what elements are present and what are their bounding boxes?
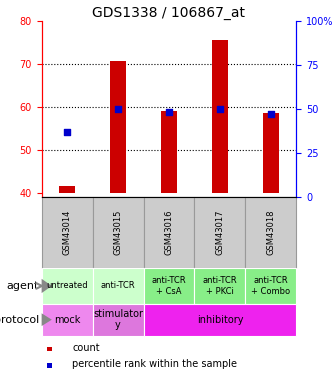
Text: anti-TCR
+ Combo: anti-TCR + Combo: [251, 276, 290, 296]
Text: inhibitory: inhibitory: [197, 315, 243, 325]
Text: anti-TCR: anti-TCR: [101, 281, 135, 290]
Text: anti-TCR
+ CsA: anti-TCR + CsA: [152, 276, 186, 296]
Bar: [144, 304, 296, 336]
Polygon shape: [42, 314, 52, 326]
Text: GSM43017: GSM43017: [215, 210, 224, 255]
Text: count: count: [72, 343, 100, 353]
Bar: [194, 268, 245, 304]
Bar: [162, 111, 176, 193]
Title: GDS1338 / 106867_at: GDS1338 / 106867_at: [93, 6, 245, 20]
Bar: [42, 268, 93, 304]
Bar: [111, 62, 126, 193]
Text: mock: mock: [54, 315, 80, 325]
Bar: [263, 113, 278, 193]
Bar: [144, 197, 194, 268]
Bar: [93, 304, 144, 336]
Text: stimulator
y: stimulator y: [93, 309, 143, 330]
Point: [268, 111, 274, 117]
Bar: [144, 268, 194, 304]
Text: GSM43015: GSM43015: [114, 210, 123, 255]
Bar: [47, 347, 52, 351]
Bar: [93, 268, 144, 304]
Text: anti-TCR
+ PKCi: anti-TCR + PKCi: [203, 276, 237, 296]
Text: agent: agent: [7, 281, 39, 291]
Bar: [212, 40, 227, 193]
Point: [65, 129, 70, 135]
Bar: [194, 197, 245, 268]
Text: GSM43018: GSM43018: [266, 210, 275, 255]
Point: [116, 106, 121, 112]
Text: GSM43016: GSM43016: [165, 210, 173, 255]
Text: protocol: protocol: [0, 315, 39, 325]
Text: untreated: untreated: [46, 281, 88, 290]
Bar: [60, 186, 75, 193]
Bar: [245, 197, 296, 268]
Polygon shape: [42, 279, 52, 293]
Point: [217, 106, 223, 112]
Bar: [42, 197, 93, 268]
Bar: [42, 304, 93, 336]
Text: GSM43014: GSM43014: [63, 210, 72, 255]
Point: [166, 109, 172, 115]
Bar: [93, 197, 144, 268]
Bar: [245, 268, 296, 304]
Text: percentile rank within the sample: percentile rank within the sample: [72, 359, 237, 369]
Bar: [47, 363, 52, 368]
